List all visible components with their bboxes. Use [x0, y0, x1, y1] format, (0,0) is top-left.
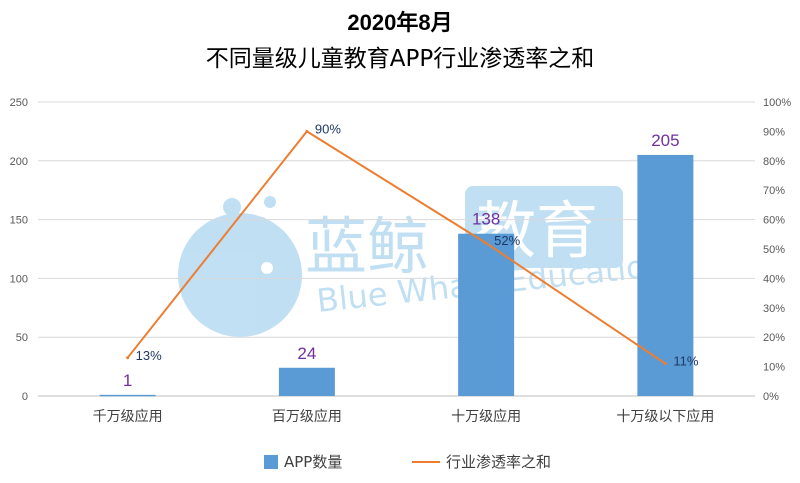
bar [637, 154, 694, 396]
y-left-tick-label: 50 [16, 332, 28, 344]
y-right-tick-label: 80% [763, 156, 785, 168]
bar-data-label: 24 [297, 344, 316, 363]
line-point [126, 356, 130, 360]
watermark-bubble-icon [257, 217, 267, 227]
legend-bar-swatch [264, 455, 278, 469]
bar [99, 394, 156, 397]
watermark-bubble-icon [264, 196, 276, 208]
y-right-tick-label: 60% [763, 215, 785, 227]
y-left-tick-label: 200 [10, 156, 28, 168]
bar-data-label: 1 [123, 371, 132, 390]
bar [458, 233, 515, 396]
legend-bar-label: APP数量 [284, 453, 342, 471]
line-data-label: 90% [315, 121, 341, 136]
legend: APP数量 行业渗透率之和 [264, 453, 551, 471]
line-data-label: 11% [673, 354, 698, 369]
line-point [484, 241, 488, 245]
watermark-bubble-icon [223, 198, 241, 216]
bar-data-label: 138 [472, 210, 500, 229]
y-right-tick-label: 40% [763, 273, 785, 285]
watermark-whale-eye-icon [261, 262, 273, 274]
bar [278, 367, 335, 396]
y-left-tick-label: 250 [10, 97, 28, 109]
chart-title-line1: 2020年8月 [347, 10, 452, 35]
line-series-path [126, 130, 666, 365]
y-left-tick-label: 150 [10, 215, 28, 227]
y-right-tick-label: 10% [763, 362, 785, 374]
y-right-tick-label: 20% [763, 332, 785, 344]
line-point [305, 129, 309, 133]
x-category-label: 千万级应用 [93, 408, 163, 425]
x-category-label: 十万级应用 [451, 408, 521, 425]
line-data-label: 52% [494, 233, 520, 248]
data-labels: 1 24 138 205 13% 90% 52% 11% [123, 121, 699, 389]
watermark-whale-icon [178, 213, 302, 337]
y-right-tick-label: 100% [763, 97, 791, 109]
y-left-tick-label: 100 [10, 273, 28, 285]
x-category-label: 十万级以下应用 [616, 408, 714, 425]
x-category-label: 百万级应用 [272, 408, 342, 425]
y-left-tick-label: 0 [22, 391, 28, 403]
axes: 0 50 100 150 200 250 0% 10% 20% 30% 40% 50% 60% 70% 80… [10, 97, 792, 425]
line-point [663, 362, 667, 366]
bar-data-label: 205 [651, 131, 679, 150]
y-right-tick-label: 90% [763, 126, 785, 138]
watermark-cn-text: 蓝鲸 [305, 210, 429, 283]
y-right-tick-label: 50% [763, 244, 785, 256]
gridlines [38, 101, 755, 397]
y-right-tick-label: 30% [763, 303, 785, 315]
legend-line-label: 行业渗透率之和 [446, 453, 551, 471]
line-series [126, 129, 667, 366]
y-right-tick-label: 0% [763, 391, 779, 403]
line-data-label: 13% [136, 348, 162, 363]
bar-series [99, 154, 694, 397]
y-right-tick-label: 70% [763, 185, 785, 197]
chart-title-line2: 不同量级儿童教育APP行业渗透率之和 [206, 46, 594, 72]
